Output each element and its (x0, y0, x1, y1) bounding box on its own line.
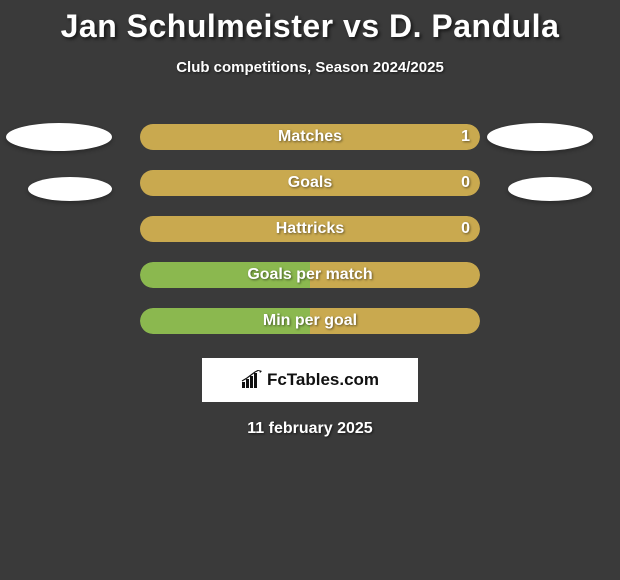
brand-text: FcTables.com (267, 370, 379, 390)
stat-row: Min per goal (0, 298, 620, 344)
stat-label: Goals (140, 170, 480, 196)
bar-track: 0Hattricks (140, 216, 480, 242)
brand-chart-icon (241, 370, 263, 390)
brand-badge: FcTables.com (202, 358, 418, 402)
stat-label: Matches (140, 124, 480, 150)
stat-label: Hattricks (140, 216, 480, 242)
player-marker-right (508, 177, 592, 201)
bar-track: Goals per match (140, 262, 480, 288)
bar-track: 1Matches (140, 124, 480, 150)
stat-row: 0Hattricks (0, 206, 620, 252)
stat-label: Goals per match (140, 262, 480, 288)
page-subtitle: Club competitions, Season 2024/2025 (0, 59, 620, 76)
bar-track: 0Goals (140, 170, 480, 196)
stat-row: Goals per match (0, 252, 620, 298)
footer-date: 11 february 2025 (0, 420, 620, 438)
player-marker-right (487, 123, 593, 151)
page-title: Jan Schulmeister vs D. Pandula (0, 0, 620, 45)
player-marker-left (28, 177, 112, 201)
player-marker-left (6, 123, 112, 151)
stat-label: Min per goal (140, 308, 480, 334)
bar-track: Min per goal (140, 308, 480, 334)
